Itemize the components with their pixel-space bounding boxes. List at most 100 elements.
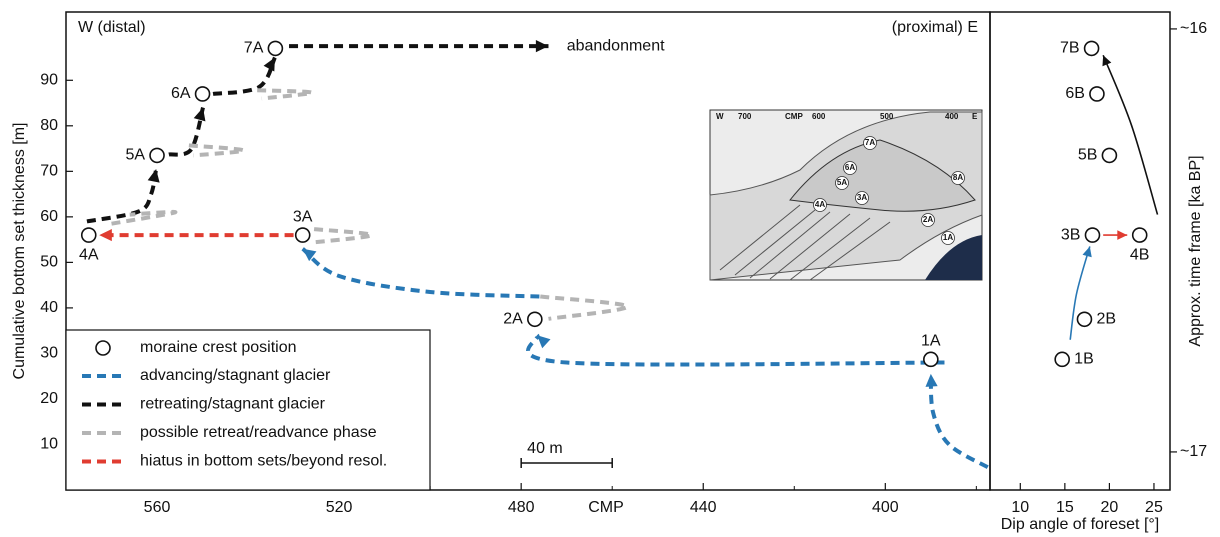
x-tick-label: 400 bbox=[872, 499, 899, 516]
moraine-crest bbox=[923, 351, 939, 368]
moraine-crest bbox=[267, 40, 284, 57]
x-tick-label: 480 bbox=[508, 499, 535, 516]
moraine-crest bbox=[1101, 147, 1118, 164]
point-label: 4B bbox=[1130, 246, 1150, 263]
inset-marker bbox=[863, 136, 877, 150]
arrow-head bbox=[193, 107, 206, 122]
legend-label: advancing/stagnant glacier bbox=[140, 367, 331, 384]
arrow-head bbox=[537, 335, 551, 349]
point-label: 7A bbox=[244, 40, 264, 57]
arrow-head bbox=[1082, 246, 1092, 258]
corner-label: (proximal) E bbox=[892, 19, 978, 36]
right-frame bbox=[989, 11, 1171, 491]
series-line bbox=[301, 247, 540, 299]
y-tick-label: 30 bbox=[40, 345, 58, 362]
moraine-crest bbox=[1131, 227, 1148, 243]
point-label: 6B bbox=[1065, 85, 1085, 102]
y-tick-label: 70 bbox=[40, 163, 58, 180]
inset-label: 4A bbox=[815, 200, 825, 209]
series-line bbox=[928, 373, 989, 469]
inset-marker bbox=[921, 213, 935, 227]
legend-label: possible retreat/readvance phase bbox=[140, 424, 377, 441]
series-line bbox=[188, 143, 246, 158]
inset-marker bbox=[855, 191, 869, 205]
inset-foresets bbox=[719, 204, 891, 281]
inset-label: 500 bbox=[880, 112, 894, 121]
y-tick-label: 60 bbox=[40, 208, 58, 225]
moraine-crest bbox=[527, 311, 543, 328]
arrow-head bbox=[99, 228, 112, 242]
inset-label: CMP bbox=[785, 112, 803, 121]
y2-axis-label: Approx. time frame [ka BP] bbox=[1187, 155, 1204, 346]
point-label: 2B bbox=[1096, 311, 1116, 328]
inset-label: 3A bbox=[857, 193, 867, 202]
moraine-crest bbox=[1084, 227, 1101, 243]
point-label: 1A bbox=[921, 333, 941, 350]
moraine-crest bbox=[1083, 40, 1100, 57]
series-line bbox=[526, 333, 945, 367]
x-tick-label: 10 bbox=[1011, 499, 1029, 516]
y-tick-label: 50 bbox=[40, 254, 58, 271]
x-tick-label: 560 bbox=[144, 499, 171, 516]
arrow-head bbox=[1102, 55, 1112, 67]
inset-label: 7A bbox=[865, 138, 875, 147]
moraine-crest bbox=[1089, 86, 1105, 102]
series-line bbox=[111, 209, 178, 226]
inset-marker bbox=[951, 171, 965, 185]
y2-tick-label: ~17 bbox=[1180, 443, 1207, 460]
inset-label: E bbox=[972, 112, 978, 121]
inset-label: 400 bbox=[945, 112, 959, 121]
arrow-head bbox=[147, 169, 160, 183]
scale-bar-label: 40 m bbox=[527, 440, 563, 457]
legend-box bbox=[65, 329, 431, 491]
moraine-crest bbox=[1054, 351, 1070, 368]
inset-label: 6A bbox=[845, 163, 855, 172]
y-tick-label: 90 bbox=[40, 72, 58, 89]
x-tick-label: 15 bbox=[1056, 499, 1074, 516]
x-tick-label: 520 bbox=[326, 499, 353, 516]
legend-label: retreating/stagnant glacier bbox=[140, 396, 326, 413]
point-label: 2A bbox=[503, 311, 523, 328]
series-line bbox=[1102, 54, 1159, 215]
point-label: 4A bbox=[79, 246, 99, 263]
inset-label: 5A bbox=[837, 178, 847, 187]
inset-marker bbox=[813, 198, 827, 212]
point-label: 3B bbox=[1061, 226, 1081, 243]
arrow-head bbox=[302, 248, 317, 262]
series-line bbox=[168, 107, 205, 157]
series-line bbox=[1069, 246, 1091, 340]
legend-label: hiatus in bottom sets/beyond resol. bbox=[140, 453, 387, 470]
y-tick-label: 40 bbox=[40, 299, 58, 316]
inset-moraine bbox=[789, 139, 976, 212]
point-label: 7B bbox=[1060, 40, 1080, 57]
legend-label: moraine crest position bbox=[140, 339, 297, 356]
x-axis-label: Dip angle of foreset [°] bbox=[1001, 516, 1159, 533]
corner-label: W (distal) bbox=[78, 19, 146, 36]
y2-tick-label: ~16 bbox=[1180, 20, 1207, 37]
inset-label: W bbox=[716, 112, 724, 121]
x-tick-label: 20 bbox=[1101, 499, 1119, 516]
legend-marker bbox=[95, 340, 111, 356]
point-label: 5A bbox=[125, 147, 145, 164]
moraine-crest bbox=[1076, 311, 1093, 328]
x-axis-label: CMP bbox=[588, 499, 624, 516]
point-label: 6A bbox=[171, 85, 191, 102]
point-label: 1B bbox=[1074, 351, 1094, 368]
inset-marker bbox=[835, 176, 849, 190]
y-tick-label: 20 bbox=[40, 390, 58, 407]
inset-marker bbox=[941, 231, 955, 245]
moraine-crest bbox=[194, 86, 211, 102]
series-line bbox=[212, 56, 277, 96]
inset-water bbox=[925, 235, 982, 280]
moraine-crest bbox=[80, 227, 97, 243]
arrow-head bbox=[263, 57, 275, 72]
series-line bbox=[86, 168, 159, 224]
inset-label: 700 bbox=[738, 112, 752, 121]
moraine-crest bbox=[294, 227, 311, 243]
moraine-crest bbox=[149, 147, 165, 164]
series-line bbox=[257, 88, 314, 101]
arrow-head bbox=[925, 373, 938, 387]
series-line bbox=[313, 227, 374, 245]
